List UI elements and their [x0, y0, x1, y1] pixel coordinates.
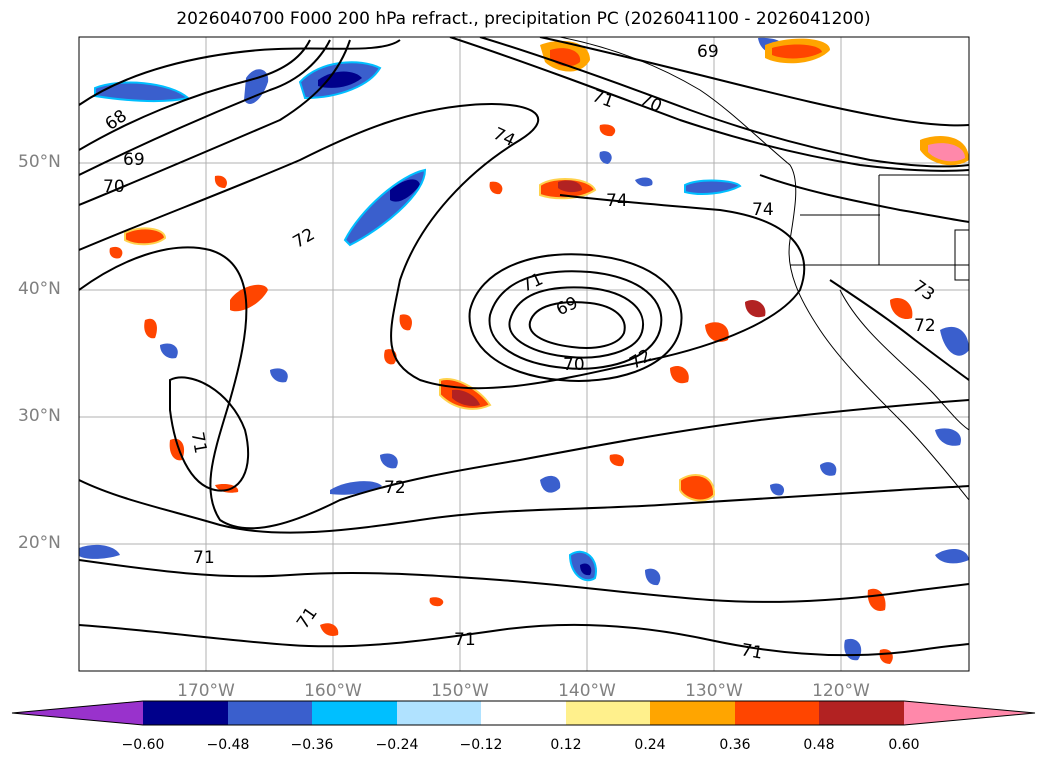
refractivity-contours [79, 37, 969, 657]
contour-label: 71 [739, 640, 764, 663]
contour-label: 69 [697, 42, 719, 62]
colorbar-tick: 0.12 [550, 737, 582, 753]
lat-label-50n: 50°N [18, 152, 61, 172]
map-frame [78, 36, 970, 672]
lon-label-130w: 130°W [685, 681, 743, 701]
colorbar-extend-low [12, 701, 143, 725]
lon-label-160w: 160°W [304, 681, 362, 701]
contour-label: 71 [454, 630, 476, 650]
lon-label-120w: 120°W [812, 681, 870, 701]
map-title: 2026040700 F000 200 hPa refract., precip… [176, 9, 871, 29]
lon-label-150w: 150°W [431, 681, 489, 701]
colorbar-tick: 0.24 [634, 737, 666, 753]
positive-anomaly-areas [109, 38, 969, 664]
colorbar-tick: −0.48 [206, 737, 250, 753]
contour-label: 69 [123, 150, 145, 170]
contour-label: 71 [193, 548, 215, 568]
contour-label: 72 [384, 478, 406, 498]
colorbar-tick: 0.48 [803, 737, 835, 753]
contour-label: 74 [752, 200, 774, 220]
contour-label: 72 [914, 316, 936, 336]
colorbar-tick: −0.24 [375, 737, 419, 753]
lat-label-40n: 40°N [18, 279, 61, 299]
colorbar-tick: −0.36 [290, 737, 334, 753]
contour-label: 71 [187, 430, 210, 455]
contour-label: 70 [563, 355, 585, 375]
colorbar-tick: 0.36 [719, 737, 751, 753]
contour-label: 74 [606, 191, 628, 211]
colorbar-tick: 0.60 [888, 737, 920, 753]
lon-label-140w: 140°W [558, 681, 616, 701]
colorbar-extend-high [904, 701, 1035, 725]
lon-label-170w: 170°W [177, 681, 235, 701]
lat-label-20n: 20°N [18, 533, 61, 553]
lat-label-30n: 30°N [18, 406, 61, 426]
colorbar-tick: −0.12 [459, 737, 503, 753]
colorbar [11, 700, 1036, 726]
coastlines [559, 37, 969, 501]
colorbar-tick: −0.60 [121, 737, 165, 753]
contour-label: 70 [103, 177, 125, 197]
